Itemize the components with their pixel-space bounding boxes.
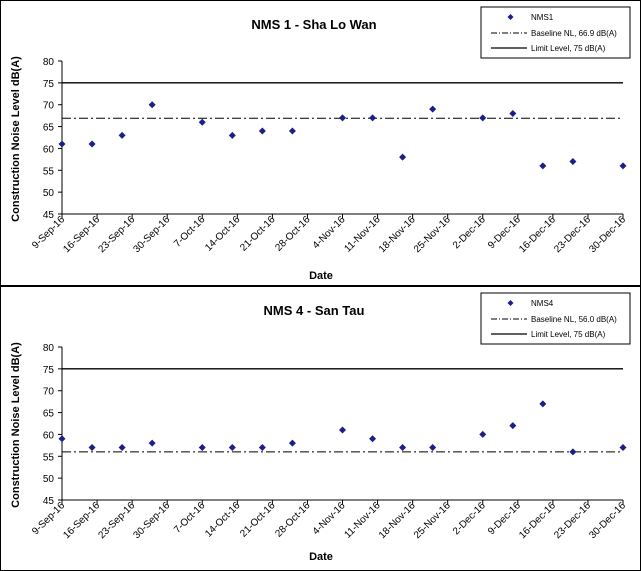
- data-point: [479, 430, 487, 438]
- data-point: [258, 127, 266, 135]
- y-tick-label: 70: [43, 101, 55, 112]
- chart-svg-nms1: NMS 1 - Sha Lo Wan 45505560657075809-Sep…: [0, 0, 641, 286]
- y-tick-label: 50: [43, 474, 55, 485]
- data-point: [88, 140, 96, 148]
- data-point: [118, 131, 126, 139]
- data-point: [399, 153, 407, 161]
- data-point: [479, 114, 487, 122]
- data-point: [429, 105, 437, 113]
- data-point: [58, 435, 66, 443]
- data-point: [569, 158, 577, 166]
- chart-svg-nms4: NMS 4 - San Tau 45505560657075809-Sep-16…: [0, 286, 641, 571]
- legend-label-baseline: Baseline NL, 66.9 dB(A): [531, 29, 617, 38]
- chart-panel-nms1: NMS 1 - Sha Lo Wan 45 50 55 60 65 70 75 80 9-Sep…: [0, 0, 641, 286]
- y-tick-label: 55: [43, 166, 55, 177]
- data-point: [228, 131, 236, 139]
- data-point: [339, 426, 346, 434]
- legend: NMS1 Baseline NL, 66.9 dB(A) Limit Level…: [480, 6, 631, 59]
- y-tick-label: 80: [43, 57, 55, 68]
- data-point: [619, 444, 627, 452]
- legend-label-limit: Limit Level, 75 dB(A): [531, 330, 606, 339]
- data-point: [429, 444, 437, 452]
- data-point: [399, 444, 407, 452]
- y-axis-label: Construction Noise Level dB(A): [10, 342, 22, 508]
- data-point: [198, 444, 206, 452]
- data-point: [339, 114, 346, 122]
- data-point: [228, 444, 236, 452]
- data-point: [148, 101, 156, 109]
- data-point: [88, 444, 96, 452]
- data-point: [619, 162, 627, 170]
- legend-label-baseline: Baseline NL, 56.0 dB(A): [531, 315, 617, 324]
- legend: NMS4 Baseline NL, 56.0 dB(A) Limit Level…: [480, 292, 631, 345]
- data-point: [509, 109, 517, 117]
- y-tick-label: 50: [43, 188, 55, 199]
- y-tick-label: 75: [43, 365, 55, 376]
- y-tick-label: 55: [43, 452, 55, 463]
- y-tick-label: 65: [43, 409, 55, 420]
- y-tick-label: 45: [43, 496, 55, 507]
- legend-marker-icon: [507, 14, 514, 20]
- data-point: [198, 118, 206, 126]
- y-tick-label: 80: [43, 343, 55, 354]
- legend-label-series: NMS1: [531, 13, 554, 22]
- data-point: [369, 435, 377, 443]
- x-axis-label: Date: [309, 270, 333, 282]
- y-tick-label: 60: [43, 430, 55, 441]
- legend-label-limit: Limit Level, 75 dB(A): [531, 44, 606, 53]
- x-axis-label: Date: [309, 551, 333, 563]
- data-point: [288, 127, 296, 135]
- chart-title: NMS 4 - San Tau: [264, 303, 365, 318]
- data-point: [58, 140, 66, 148]
- data-point: [118, 444, 126, 452]
- y-tick-label: 75: [43, 79, 55, 90]
- y-tick-label: 65: [43, 123, 55, 134]
- y-tick-label: 60: [43, 144, 55, 155]
- data-point: [509, 422, 517, 430]
- chart-panel-nms4: NMS 4 - San Tau 45 50 55 60 65 70 75 80 9-Sep-16…: [0, 286, 641, 571]
- data-point: [539, 162, 547, 170]
- chart-title: NMS 1 - Sha Lo Wan: [251, 17, 376, 32]
- legend-label-series: NMS4: [531, 299, 554, 308]
- y-tick-label: 70: [43, 387, 55, 398]
- data-point: [288, 439, 296, 447]
- data-point: [258, 444, 266, 452]
- y-axis-label: Construction Noise Level dB(A): [10, 56, 22, 222]
- data-point: [539, 400, 547, 408]
- data-point: [569, 448, 577, 456]
- legend-marker-icon: [507, 300, 514, 306]
- data-point: [369, 114, 377, 122]
- y-tick-label: 45: [43, 210, 55, 221]
- data-point: [148, 439, 156, 447]
